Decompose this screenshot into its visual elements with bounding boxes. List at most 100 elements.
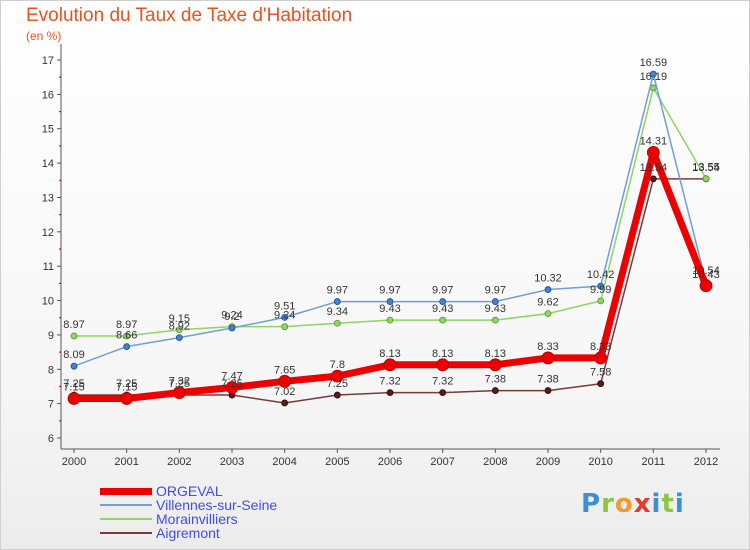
data-point: [281, 323, 289, 331]
data-point: [491, 316, 499, 324]
legend-label: Aigremont: [156, 525, 220, 541]
data-point: [491, 298, 499, 305]
data-label: 9.24: [274, 310, 295, 322]
data-label: 8.97: [63, 319, 84, 331]
data-point: [67, 392, 81, 405]
data-label: 7.15: [116, 381, 137, 393]
legend-label: Villennes-sur-Seine: [156, 497, 278, 513]
data-point: [541, 351, 555, 365]
data-point: [649, 84, 657, 92]
data-label: 7.47: [221, 370, 242, 382]
data-point: [491, 387, 499, 394]
data-point: [597, 282, 605, 290]
data-label: 10.54: [692, 265, 720, 277]
data-label: 8.33: [590, 341, 611, 353]
data-point: [175, 334, 183, 342]
y-tick-label: 13: [42, 192, 54, 204]
legend-swatch: [100, 518, 152, 520]
data-label: 14.31: [640, 135, 668, 147]
data-point: [439, 389, 447, 397]
x-tick-label: 2007: [430, 456, 454, 468]
legend-swatch: [100, 532, 152, 534]
data-label: 16.19: [640, 71, 668, 83]
data-point: [70, 332, 78, 340]
data-point: [702, 175, 710, 182]
y-tick-label: 9: [48, 330, 54, 342]
data-label: 8.13: [432, 348, 453, 360]
data-point: [544, 286, 552, 293]
data-label: 8.92: [169, 321, 190, 333]
x-tick-label: 2006: [378, 456, 402, 468]
data-label: 7.65: [274, 364, 295, 376]
data-point: [544, 387, 552, 394]
legend-item: ORGEVAL: [100, 484, 277, 498]
legend-label: Morainvilliers: [156, 511, 238, 527]
data-point: [281, 313, 289, 321]
x-tick-label: 2004: [272, 456, 296, 468]
data-point: [699, 279, 713, 293]
data-point: [386, 298, 394, 305]
data-label: 7.25: [63, 378, 84, 390]
y-tick-label: 10: [42, 296, 54, 308]
data-point: [649, 175, 657, 183]
chart-subtitle: (en %): [26, 29, 62, 43]
data-label: 9.97: [485, 285, 506, 297]
y-tick-label: 12: [42, 227, 54, 239]
data-label: 7.02: [274, 386, 295, 398]
x-tick-label: 2002: [167, 456, 191, 468]
data-label: 9.34: [327, 306, 348, 318]
data-label: 10.32: [534, 273, 562, 285]
data-point: [597, 297, 605, 305]
data-point: [386, 389, 394, 397]
data-label: 9.2: [224, 311, 239, 323]
data-point: [544, 310, 552, 318]
data-label: 7.15: [63, 381, 84, 393]
proxiti-logo: Proxiti: [581, 489, 685, 519]
data-point: [278, 374, 292, 388]
chart-title: Evolution du Taux de Taxe d'Habitation: [26, 5, 353, 26]
data-label: 8.13: [485, 348, 506, 360]
data-label: 7.32: [169, 376, 190, 388]
data-label: 9.51: [274, 300, 295, 312]
x-tick-label: 2003: [220, 456, 244, 468]
data-point: [70, 362, 78, 370]
data-label: 7.38: [537, 374, 558, 386]
x-tick-label: 2010: [588, 456, 612, 468]
y-tick-label: 15: [42, 124, 54, 136]
data-point: [225, 381, 239, 394]
chart-legend: ORGEVAL Villennes-sur-Seine Morainvilliers…: [100, 484, 277, 540]
data-label: 7.32: [432, 376, 453, 388]
data-point: [439, 298, 447, 305]
data-label: 9.15: [169, 313, 190, 325]
x-tick-label: 2009: [536, 456, 560, 468]
data-label: 7.25: [327, 378, 348, 390]
data-point: [228, 324, 236, 332]
y-tick-label: 11: [43, 261, 54, 273]
data-label: 7.8: [330, 359, 345, 371]
data-point: [123, 332, 131, 340]
data-label: 16.59: [640, 57, 668, 69]
data-point: [330, 369, 344, 383]
data-point: [281, 399, 289, 407]
data-label: 9.43: [432, 303, 453, 315]
data-label: 8.33: [537, 341, 558, 353]
y-tick-label: 7: [48, 399, 54, 411]
data-label: 7.38: [485, 374, 506, 386]
legend-label: ORGEVAL: [156, 483, 223, 499]
y-tick-label: 17: [42, 55, 54, 67]
data-label: 13.54: [640, 162, 668, 174]
data-point: [383, 358, 397, 372]
data-label: 9.62: [537, 297, 558, 309]
data-point: [123, 343, 131, 350]
data-label: 7.32: [379, 376, 400, 388]
y-tick-label: 6: [48, 433, 54, 445]
y-tick-label: 16: [42, 89, 54, 101]
data-label: 7.58: [590, 367, 611, 379]
data-point: [172, 386, 186, 400]
data-label: 10.42: [587, 269, 615, 281]
x-tick-label: 2005: [325, 456, 349, 468]
data-label: 9.99: [590, 284, 611, 296]
data-label: 9.43: [485, 303, 506, 315]
data-point: [439, 316, 447, 324]
